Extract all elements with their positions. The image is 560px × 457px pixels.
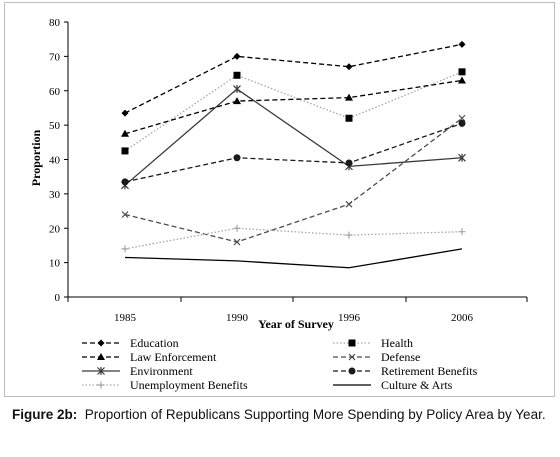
legend-item-retirement-benefits: Retirement Benefits	[333, 364, 478, 378]
data-point-retirement-benefits	[345, 159, 353, 167]
data-point-unemployment-benefits	[233, 224, 241, 232]
figure-caption: Figure 2b: Proportion of Republicans Sup…	[12, 406, 548, 424]
legend-item-unemployment-benefits: Unemployment Benefits	[82, 378, 248, 392]
y-tick-label: 80	[49, 17, 61, 29]
legend-label: Defense	[381, 350, 420, 364]
legend-label: Education	[130, 336, 179, 350]
line-chart: 0 10 20 30 40 50 60 70 80 1985 1990 1996 2006 Propor…	[29, 17, 528, 392]
series-line-health	[124, 71, 463, 152]
legend-label: Health	[381, 336, 413, 350]
legend-item-health: Health	[333, 336, 413, 350]
legend-label: Culture & Arts	[381, 378, 453, 392]
data-point-defense	[121, 211, 129, 218]
y-tick-label: 10	[49, 258, 61, 270]
y-tick-label: 0	[55, 292, 61, 304]
data-point-education	[458, 40, 466, 48]
data-point-health	[233, 71, 241, 79]
data-point-education	[345, 63, 353, 71]
legend-item-defense: Defense	[333, 350, 420, 364]
data-point-retirement-benefits	[458, 119, 466, 127]
legend-item-environment: Environment	[82, 364, 193, 378]
series-health	[121, 68, 466, 155]
series-line-unemployment-benefits	[124, 227, 463, 250]
legend-marker	[348, 339, 356, 347]
data-point-unemployment-benefits	[121, 245, 129, 253]
legend-marker	[97, 339, 105, 347]
legend-item-law-enforcement: Law Enforcement	[82, 350, 217, 364]
y-tick-label: 60	[49, 86, 61, 98]
y-tick-label: 70	[49, 51, 61, 63]
data-point-health	[345, 114, 353, 122]
data-point-defense	[345, 200, 353, 208]
series-line-defense	[124, 117, 463, 243]
series-environment	[121, 85, 466, 190]
legend-label: Law Enforcement	[130, 350, 217, 364]
series-education	[121, 40, 466, 117]
y-tick-label: 30	[49, 189, 61, 201]
data-point-education	[233, 52, 241, 60]
x-tick-label: 1985	[114, 312, 137, 324]
series-defense	[121, 114, 466, 246]
legend-marker	[97, 381, 105, 389]
legend-item-culture-arts: Culture & Arts	[333, 378, 453, 392]
data-point-law-enforcement	[233, 97, 241, 105]
x-tick-label: 2006	[451, 312, 474, 324]
data-point-law-enforcement	[458, 76, 466, 84]
legend-marker	[348, 353, 356, 361]
legend: Education Health Law Enforcement Defense Env…	[82, 336, 478, 392]
data-point-environment	[458, 153, 466, 162]
y-tick-label: 50	[49, 120, 61, 132]
data-point-health	[458, 68, 466, 76]
series-layer	[121, 40, 466, 269]
y-tick-label: 20	[49, 223, 61, 235]
series-line-retirement-benefits	[124, 122, 463, 183]
data-point-defense	[458, 114, 466, 122]
x-axis-title: Year of Survey	[258, 317, 334, 331]
series-culture-arts	[124, 248, 463, 269]
caption-label: Figure 2b:	[12, 407, 78, 422]
data-point-education	[121, 109, 129, 117]
caption-text: Proportion of Republicans Supporting Mor…	[84, 407, 546, 422]
data-point-unemployment-benefits	[458, 228, 466, 236]
series-line-education	[124, 43, 463, 114]
data-point-retirement-benefits	[121, 178, 129, 186]
data-point-retirement-benefits	[233, 154, 241, 162]
legend-marker	[348, 367, 356, 375]
legend-marker	[97, 367, 105, 375]
data-point-environment	[233, 85, 241, 94]
data-point-health	[121, 147, 129, 155]
series-retirement-benefits	[121, 119, 466, 186]
series-law-enforcement	[121, 76, 466, 137]
x-tick-label: 1990	[226, 312, 249, 324]
legend-label: Retirement Benefits	[381, 364, 478, 378]
series-unemployment-benefits	[121, 224, 466, 253]
data-point-unemployment-benefits	[345, 231, 353, 239]
legend-label: Unemployment Benefits	[130, 378, 248, 392]
legend-item-education: Education	[82, 336, 179, 350]
legend-marker	[97, 353, 105, 360]
series-line-culture-arts	[124, 248, 463, 269]
x-tick-label: 1996	[338, 312, 361, 324]
data-point-law-enforcement	[345, 93, 353, 101]
data-point-defense	[233, 238, 241, 246]
y-tick-label: 40	[49, 155, 61, 167]
data-point-law-enforcement	[121, 129, 129, 137]
series-line-environment	[124, 88, 463, 186]
chart-axes: 0 10 20 30 40 50 60 70 80 1985 1990 1996 2006	[49, 17, 528, 324]
legend-label: Environment	[130, 364, 193, 378]
y-axis-title: Proportion	[29, 129, 43, 186]
series-line-law-enforcement	[124, 79, 463, 135]
